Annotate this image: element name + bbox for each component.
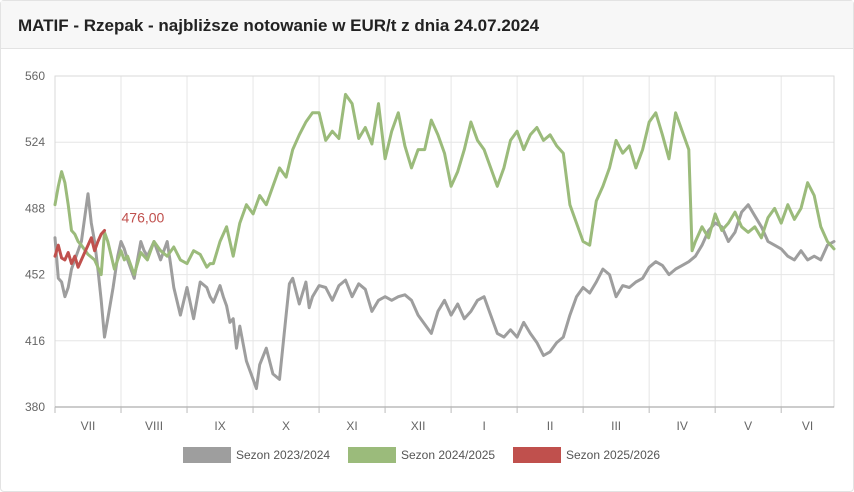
card-header: MATIF - Rzepak - najbliższe notowanie w …: [1, 1, 853, 49]
legend-item[interactable]: Sezon 2023/2024: [183, 447, 330, 463]
y-tick-label: 380: [25, 400, 45, 414]
chart-title: MATIF - Rzepak - najbliższe notowanie w …: [18, 16, 540, 35]
x-tick-label: VII: [81, 419, 96, 433]
x-axis: VII VIII IX X XI XII I II III IV V VI: [54, 407, 813, 433]
y-tick-label: 524: [25, 135, 45, 149]
x-tick-label: II: [547, 419, 554, 433]
series-line-2: [53, 92, 836, 277]
plot-border: [54, 75, 835, 408]
last-value-annotation: 476,00: [122, 209, 165, 225]
y-tick-label: 560: [25, 69, 45, 83]
legend-swatch: [348, 447, 396, 463]
y-tick-label: 488: [25, 201, 45, 215]
legend-swatch: [513, 447, 561, 463]
x-tick-label: VI: [802, 419, 813, 433]
y-tick-label: 452: [25, 268, 45, 282]
series-line-1: [53, 192, 836, 391]
annotations: 476,00: [122, 209, 165, 225]
plot-frame: [54, 75, 835, 408]
legend-item[interactable]: Sezon 2025/2026: [513, 447, 660, 463]
series-lines: [53, 92, 836, 391]
x-tick-label: IV: [676, 419, 687, 433]
x-tick-label: X: [282, 419, 290, 433]
x-tick-label: I: [482, 419, 485, 433]
legend-label: Sezon 2023/2024: [236, 448, 330, 462]
legend-label: Sezon 2025/2026: [566, 448, 660, 462]
x-tick-label: III: [611, 419, 621, 433]
legend: Sezon 2023/2024 Sezon 2024/2025 Sezon 2025…: [183, 447, 660, 463]
legend-label: Sezon 2024/2025: [401, 448, 495, 462]
y-tick-label: 416: [25, 334, 45, 348]
x-tick-label: XII: [411, 419, 426, 433]
x-tick-label: XI: [346, 419, 357, 433]
legend-item[interactable]: Sezon 2024/2025: [348, 447, 495, 463]
x-tick-label: IX: [214, 419, 225, 433]
x-tick-label: V: [744, 419, 752, 433]
x-tick-label: VIII: [145, 419, 163, 433]
y-axis: 380 416 452 488 524 560: [25, 69, 45, 414]
legend-swatch: [183, 447, 231, 463]
chart-grid: [54, 75, 834, 408]
series-line-3: [53, 229, 106, 269]
